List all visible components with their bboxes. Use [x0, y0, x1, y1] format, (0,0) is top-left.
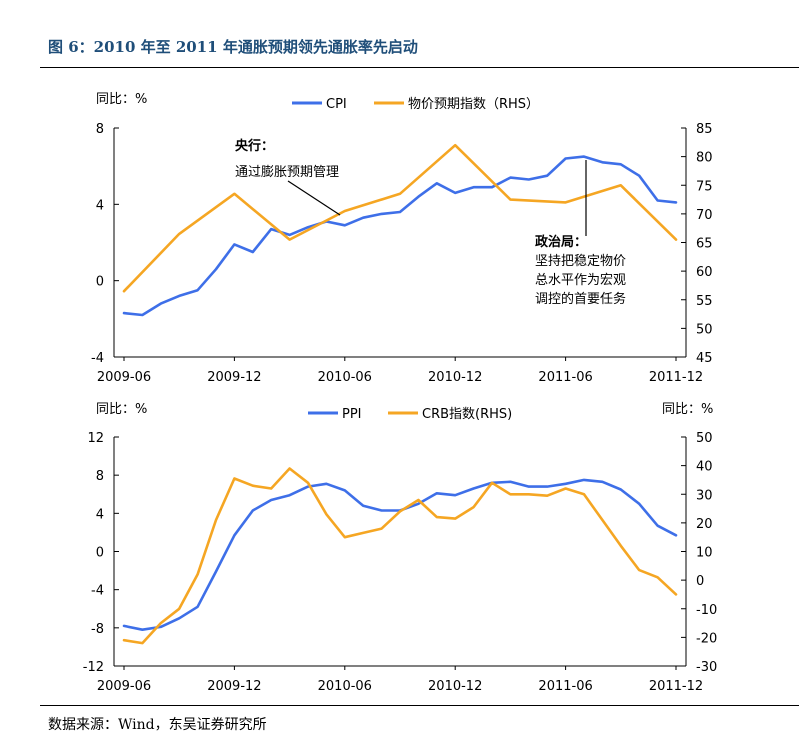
- chart2-legend-ppi: PPI: [342, 407, 362, 422]
- chart1-x-tick-label: 2010-12: [428, 370, 482, 385]
- chart2-right-tick-label: 10: [696, 546, 713, 561]
- chart2-right-tick-label: 40: [696, 460, 713, 475]
- chart1-annotation-politburo-title: 政治局：: [535, 234, 587, 250]
- chart1-annotation-pboc-title: 央行：: [235, 138, 274, 154]
- chart2-left-axis-label: 同比：%: [96, 402, 147, 417]
- chart1-right-tick-label: 50: [696, 322, 713, 337]
- chart1-annotation-pboc: 央行： 通过膨胀预期管理: [235, 138, 341, 216]
- chart1-annotation-politburo: 政治局： 坚持把稳定物价 总水平作为宏观 调控的首要任务: [535, 160, 626, 307]
- chart1-left-axis-label: 同比：%: [96, 92, 147, 107]
- chart2-left-tick-label: -4: [91, 584, 104, 599]
- chart2-x-tick-label: 2009-12: [207, 679, 261, 694]
- chart2-right-tick-label: 20: [696, 517, 713, 532]
- chart2-x-tick-label: 2011-12: [649, 679, 703, 694]
- chart1-x-tick-label: 2009-06: [97, 370, 151, 385]
- chart1-x-tick-label: 2010-06: [318, 370, 372, 385]
- chart2-series-line-blue: [122, 478, 678, 632]
- chart2-right-tick-label: -20: [696, 631, 717, 646]
- chart1-legend-expectation: 物价预期指数（RHS）: [408, 97, 539, 112]
- chart2-right-tick-label: 0: [696, 574, 704, 589]
- chart1-annotation-pboc-line: 通过膨胀预期管理: [235, 165, 339, 180]
- chart2-x-tick-label: 2009-06: [97, 679, 151, 694]
- chart1-left-tick-label: 8: [96, 122, 104, 137]
- chart2-right-tick-label: -10: [696, 603, 717, 618]
- chart2-x-tick-label: 2010-12: [428, 679, 482, 694]
- chart1-left-tick-label: 4: [96, 198, 104, 213]
- chart1-x-tick-label: 2009-12: [207, 370, 261, 385]
- chart2-right-tick-label: 30: [696, 488, 713, 503]
- bottom-rule: [40, 705, 799, 706]
- chart2-left-tick-label: -12: [83, 660, 104, 675]
- source-note: 数据来源：Wind，东吴证券研究所: [48, 717, 267, 733]
- chart1-right-tick-label: 85: [696, 122, 713, 137]
- chart-1: 同比：% CPI 物价预期指数（RHS） -4 0 4 8 45 50 55 60 65 70 7…: [91, 92, 713, 385]
- chart2-legend-crb: CRB指数(RHS): [422, 407, 512, 422]
- chart2-series-line-orange: [122, 467, 678, 645]
- chart1-right-tick-label: 55: [696, 294, 713, 309]
- chart1-left-tick-label: 0: [96, 275, 104, 290]
- chart1-legend: CPI 物价预期指数（RHS）: [292, 97, 539, 112]
- chart1-annotation-politburo-line-3: 调控的首要任务: [535, 291, 626, 307]
- chart1-left-tick-label: -4: [91, 351, 104, 366]
- chart2-left-tick-label: 8: [96, 469, 104, 484]
- chart2-x-tick-label: 2011-06: [538, 679, 592, 694]
- chart1-series-line-orange: [122, 143, 678, 293]
- chart1-right-tick-label: 45: [696, 351, 713, 366]
- figure-title: 图 6：2010 年至 2011 年通胀预期领先通胀率先启动: [48, 38, 418, 56]
- chart1-right-tick-label: 60: [696, 265, 713, 280]
- chart2-left-tick-label: -8: [91, 622, 104, 637]
- chart1-right-tick-label: 70: [696, 208, 713, 223]
- chart2-x-tick-label: 2010-06: [318, 679, 372, 694]
- chart2-right-tick-label: -30: [696, 660, 717, 675]
- chart1-series-line-blue: [122, 155, 678, 317]
- chart2-right-tick-label: 50: [696, 431, 713, 446]
- chart2-legend: PPI CRB指数(RHS): [308, 407, 512, 422]
- chart1-right-tick-label: 75: [696, 179, 713, 194]
- chart1-x-tick-label: 2011-06: [538, 370, 592, 385]
- chart2-left-tick-label: 0: [96, 546, 104, 561]
- chart1-right-tick-label: 65: [696, 237, 713, 252]
- chart1-annotation-pboc-pointer: [287, 180, 341, 216]
- chart1-annotation-politburo-line-2: 总水平作为宏观: [535, 273, 626, 288]
- chart2-right-axis-label: 同比：%: [662, 402, 713, 417]
- chart1-annotation-politburo-line-1: 坚持把稳定物价: [535, 253, 626, 269]
- chart1-legend-cpi: CPI: [326, 97, 347, 112]
- chart-2: 同比：% 同比：% PPI CRB指数(RHS) -12 -8 -4 0 4 8 12 -3…: [83, 402, 717, 694]
- chart2-left-tick-label: 12: [87, 431, 104, 446]
- chart2-left-tick-label: 4: [96, 507, 104, 522]
- chart1-x-tick-label: 2011-12: [649, 370, 703, 385]
- chart1-right-tick-label: 80: [696, 151, 713, 166]
- top-rule: [40, 67, 799, 68]
